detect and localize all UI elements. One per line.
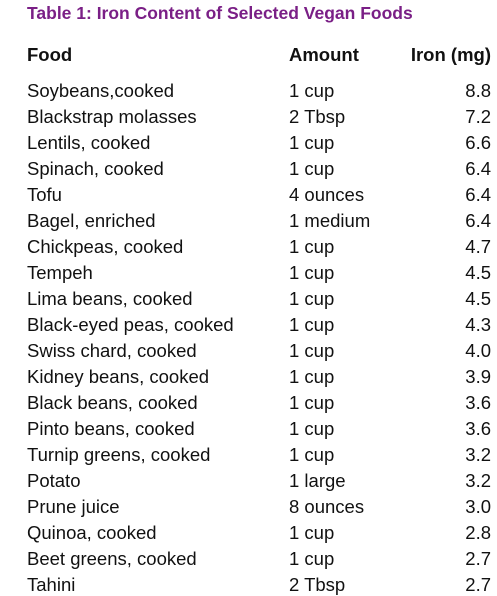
food-cell: Lima beans, cooked xyxy=(27,288,193,309)
amount-cell: 8 ounces xyxy=(289,496,365,517)
table-row: Quinoa, cooked 1 cup 2.8 xyxy=(0,520,497,546)
food-cell: Prune juice xyxy=(27,496,120,517)
amount-cell: 2 Tbsp xyxy=(289,574,346,595)
iron-cell: 4.5 xyxy=(465,288,491,309)
food-cell: Spinach, cooked xyxy=(27,158,164,179)
iron-cell: 6.4 xyxy=(465,158,491,179)
iron-cell: 7.2 xyxy=(465,106,491,127)
column-header-iron: Iron (mg) xyxy=(410,44,491,65)
food-cell: Kidney beans, cooked xyxy=(27,366,210,387)
table-row: Blackstrap molasses 2 Tbsp 7.2 xyxy=(0,104,497,130)
table-row: Pinto beans, cooked 1 cup 3.6 xyxy=(0,416,497,442)
iron-cell: 6.6 xyxy=(465,132,491,153)
iron-cell: 2.7 xyxy=(465,574,491,595)
iron-cell: 3.0 xyxy=(465,496,491,517)
amount-cell: 1 large xyxy=(289,470,346,491)
amount-cell: 1 cup xyxy=(289,80,335,101)
iron-cell: 4.3 xyxy=(465,314,491,335)
iron-cell: 2.8 xyxy=(465,522,491,543)
amount-cell: 1 cup xyxy=(289,392,335,413)
food-cell: Swiss chard, cooked xyxy=(27,340,197,361)
table-caption: Table 1: Iron Content of Selected Vegan … xyxy=(27,3,413,23)
amount-cell: 1 cup xyxy=(289,262,335,283)
table-row: Potato 1 large 3.2 xyxy=(0,468,497,494)
food-cell: Chickpeas, cooked xyxy=(27,236,184,257)
table-row: Tahini 2 Tbsp 2.7 xyxy=(0,572,497,596)
table-row: Spinach, cooked 1 cup 6.4 xyxy=(0,156,497,182)
amount-cell: 1 cup xyxy=(289,548,335,569)
table-row: Kidney beans, cooked 1 cup 3.9 xyxy=(0,364,497,390)
iron-cell: 2.7 xyxy=(465,548,491,569)
food-cell: Black-eyed peas, cooked xyxy=(27,314,234,335)
table-row: Bagel, enriched 1 medium 6.4 xyxy=(0,208,497,234)
amount-cell: 1 cup xyxy=(289,236,335,257)
table-body: Soybeans,cooked 1 cup 8.8 Blackstrap mol… xyxy=(0,78,497,596)
food-cell: Bagel, enriched xyxy=(27,210,156,231)
iron-cell: 4.7 xyxy=(465,236,491,257)
amount-cell: 2 Tbsp xyxy=(289,106,346,127)
amount-cell: 1 cup xyxy=(289,340,335,361)
table-row: Soybeans,cooked 1 cup 8.8 xyxy=(0,78,497,104)
food-cell: Pinto beans, cooked xyxy=(27,418,195,439)
column-header-food: Food xyxy=(27,44,73,65)
food-cell: Soybeans,cooked xyxy=(27,80,175,101)
iron-cell: 3.9 xyxy=(465,366,491,387)
table-row: Prune juice 8 ounces 3.0 xyxy=(0,494,497,520)
table-row: Black-eyed peas, cooked 1 cup 4.3 xyxy=(0,312,497,338)
amount-cell: 1 cup xyxy=(289,366,335,387)
table-row: Lima beans, cooked 1 cup 4.5 xyxy=(0,286,497,312)
food-cell: Tempeh xyxy=(27,262,93,283)
iron-cell: 8.8 xyxy=(465,80,491,101)
table-row: Black beans, cooked 1 cup 3.6 xyxy=(0,390,497,416)
iron-cell: 6.4 xyxy=(465,210,491,231)
amount-cell: 1 medium xyxy=(289,210,371,231)
food-cell: Tofu xyxy=(27,184,62,205)
food-cell: Beet greens, cooked xyxy=(27,548,197,569)
amount-cell: 4 ounces xyxy=(289,184,365,205)
food-cell: Black beans, cooked xyxy=(27,392,198,413)
iron-cell: 3.2 xyxy=(465,470,491,491)
column-header-amount: Amount xyxy=(289,44,359,65)
food-cell: Turnip greens, cooked xyxy=(27,444,211,465)
iron-cell: 4.0 xyxy=(465,340,491,361)
table-row: Tofu 4 ounces 6.4 xyxy=(0,182,497,208)
iron-cell: 4.5 xyxy=(465,262,491,283)
food-cell: Potato xyxy=(27,470,81,491)
table-row: Turnip greens, cooked 1 cup 3.2 xyxy=(0,442,497,468)
food-cell: Quinoa, cooked xyxy=(27,522,157,543)
table-header-row: Food Amount Iron (mg) xyxy=(0,42,497,68)
iron-cell: 3.2 xyxy=(465,444,491,465)
food-cell: Blackstrap molasses xyxy=(27,106,197,127)
food-cell: Tahini xyxy=(27,574,76,595)
iron-cell: 3.6 xyxy=(465,418,491,439)
table-row: Chickpeas, cooked 1 cup 4.7 xyxy=(0,234,497,260)
iron-cell: 6.4 xyxy=(465,184,491,205)
amount-cell: 1 cup xyxy=(289,288,335,309)
amount-cell: 1 cup xyxy=(289,158,335,179)
table-row: Lentils, cooked 1 cup 6.6 xyxy=(0,130,497,156)
table-row: Swiss chard, cooked 1 cup 4.0 xyxy=(0,338,497,364)
amount-cell: 1 cup xyxy=(289,522,335,543)
amount-cell: 1 cup xyxy=(289,132,335,153)
food-cell: Lentils, cooked xyxy=(27,132,151,153)
iron-cell: 3.6 xyxy=(465,392,491,413)
amount-cell: 1 cup xyxy=(289,314,335,335)
amount-cell: 1 cup xyxy=(289,418,335,439)
table-row: Beet greens, cooked 1 cup 2.7 xyxy=(0,546,497,572)
amount-cell: 1 cup xyxy=(289,444,335,465)
table-row: Tempeh 1 cup 4.5 xyxy=(0,260,497,286)
